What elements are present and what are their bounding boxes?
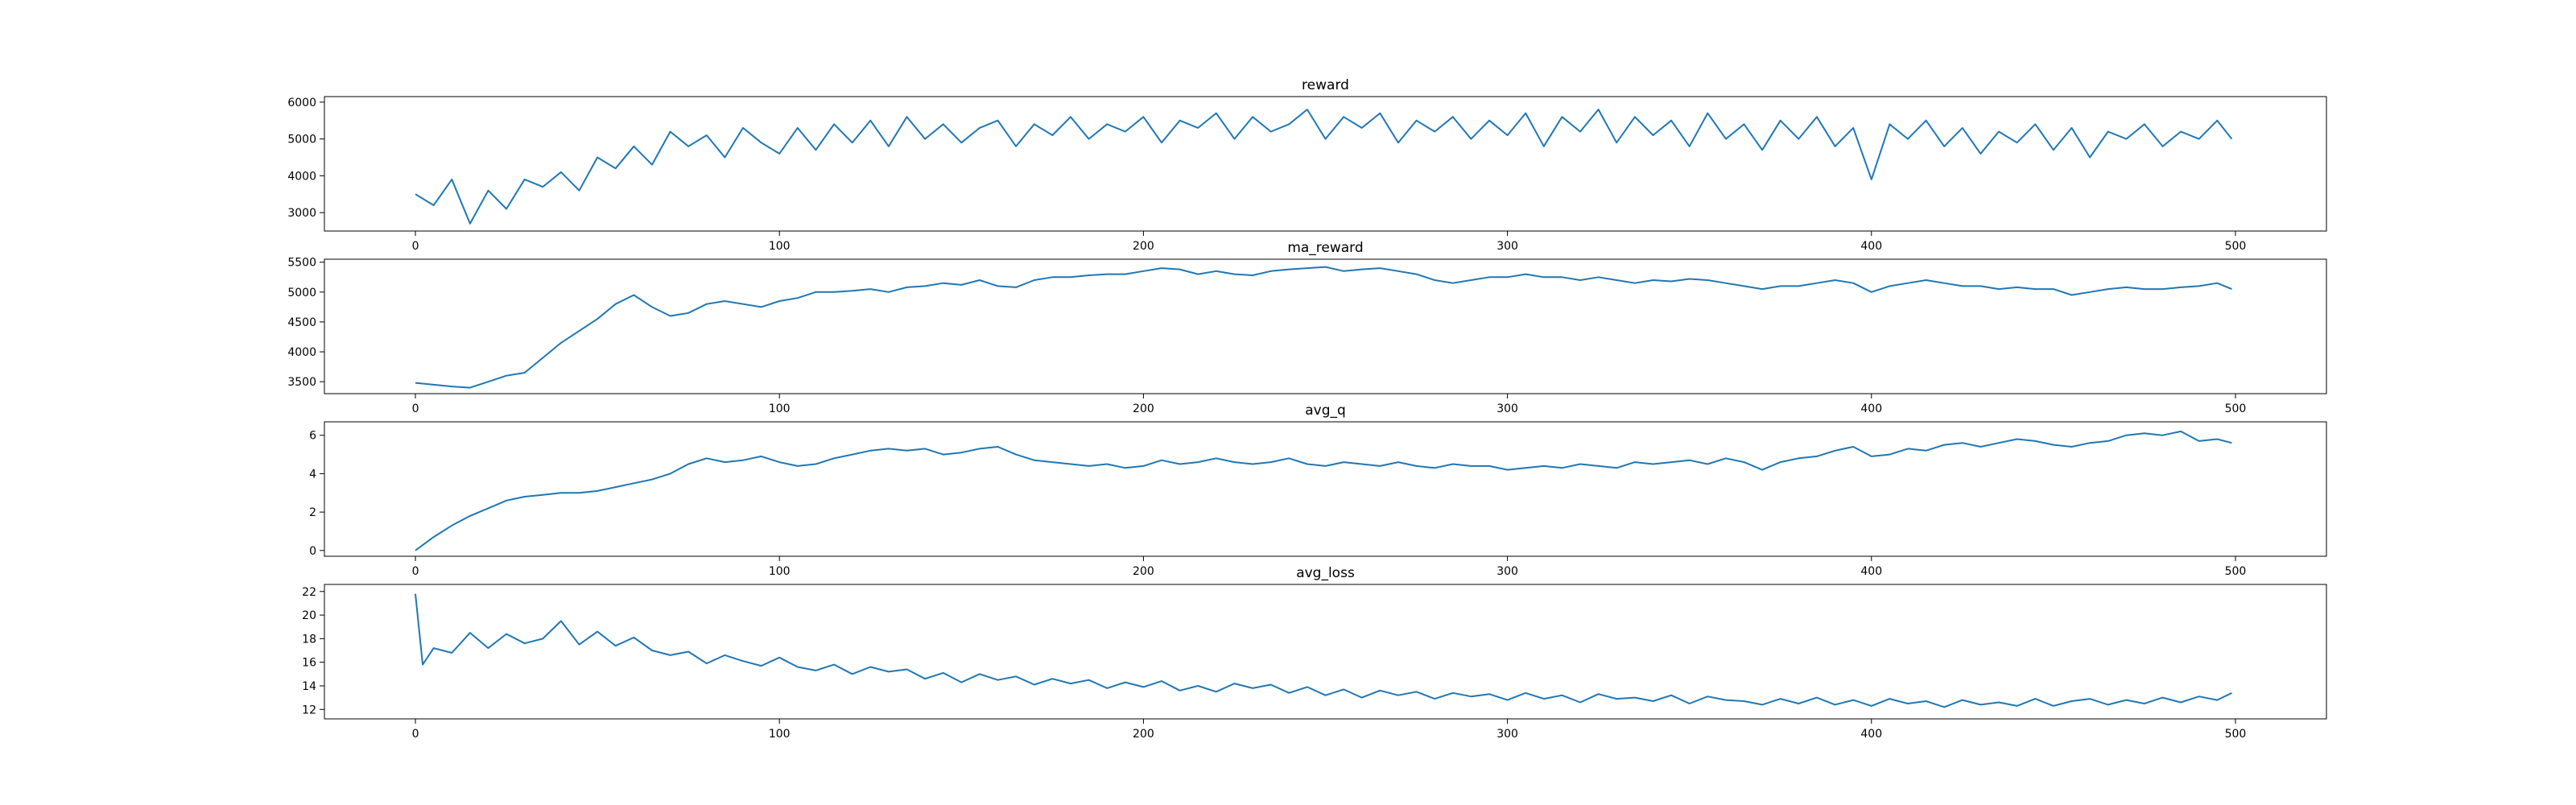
x-tick-label: 0 xyxy=(412,402,419,415)
series-line xyxy=(415,266,2232,389)
y-tick-label: 20 xyxy=(302,609,316,622)
y-tick-label: 3000 xyxy=(287,207,316,220)
x-tick-label: 300 xyxy=(1496,565,1518,578)
series-line xyxy=(415,593,2232,708)
x-tick-label: 300 xyxy=(1496,402,1518,415)
axes-frame xyxy=(324,258,2327,394)
subplot-title: avg_loss xyxy=(1296,565,1355,581)
y-tick-label: 22 xyxy=(302,586,316,599)
x-tick-label: 500 xyxy=(2225,728,2247,741)
x-tick-label: 200 xyxy=(1133,240,1154,253)
y-tick-label: 6000 xyxy=(287,97,316,109)
x-tick-label: 500 xyxy=(2225,240,2247,253)
y-tick-label: 18 xyxy=(302,633,316,646)
x-tick-label: 100 xyxy=(769,565,791,578)
x-tick-label: 100 xyxy=(769,728,791,741)
x-tick-label: 400 xyxy=(1860,402,1882,415)
y-tick-label: 6 xyxy=(309,430,316,443)
series-line xyxy=(415,430,2232,551)
y-tick-label: 3500 xyxy=(287,376,316,389)
x-tick-label: 300 xyxy=(1496,240,1518,253)
x-tick-label: 300 xyxy=(1496,728,1518,741)
series-line xyxy=(415,109,2233,225)
y-tick-label: 14 xyxy=(302,680,316,693)
x-tick-label: 500 xyxy=(2225,402,2247,415)
x-tick-label: 400 xyxy=(1860,565,1882,578)
subplot-avg-loss: avg_loss 0 100 200 300 400 500 12 14 16 18 20 22 xyxy=(302,565,2327,741)
y-tick-label: 0 xyxy=(309,545,316,558)
x-tick-label: 500 xyxy=(2225,565,2247,578)
x-tick-label: 400 xyxy=(1860,240,1882,253)
axes-frame xyxy=(324,96,2327,232)
subplot-title: avg_q xyxy=(1305,402,1346,419)
x-tick-label: 100 xyxy=(769,240,791,253)
x-tick-label: 400 xyxy=(1860,728,1882,741)
x-tick-label: 200 xyxy=(1133,728,1154,741)
y-tick-label: 5000 xyxy=(287,287,316,299)
y-tick-label: 4000 xyxy=(287,170,316,183)
x-tick-label: 200 xyxy=(1133,565,1154,578)
axes-frame xyxy=(324,421,2327,557)
y-tick-label: 5000 xyxy=(287,134,316,147)
x-tick-label: 200 xyxy=(1133,402,1154,415)
y-tick-label: 2 xyxy=(309,506,316,519)
x-tick-label: 0 xyxy=(412,565,419,578)
x-tick-label: 100 xyxy=(769,402,791,415)
x-tick-label: 0 xyxy=(412,728,419,741)
subplot-title: ma_reward xyxy=(1287,240,1363,256)
subplot-avg-q: avg_q 0 100 200 300 400 500 0 2 4 6 xyxy=(309,402,2327,578)
y-tick-label: 16 xyxy=(302,657,316,670)
subplot-title: reward xyxy=(1302,77,1349,93)
y-tick-label: 12 xyxy=(302,704,316,716)
y-tick-label: 4000 xyxy=(287,346,316,359)
axes-frame xyxy=(324,584,2327,720)
y-tick-label: 4 xyxy=(309,468,316,481)
subplot-reward: reward 0 100 200 300 400 500 3000 4000 5000 6000 xyxy=(287,77,2327,253)
x-tick-label: 0 xyxy=(412,240,419,253)
y-tick-label: 4500 xyxy=(287,316,316,329)
y-tick-label: 5500 xyxy=(287,257,316,270)
